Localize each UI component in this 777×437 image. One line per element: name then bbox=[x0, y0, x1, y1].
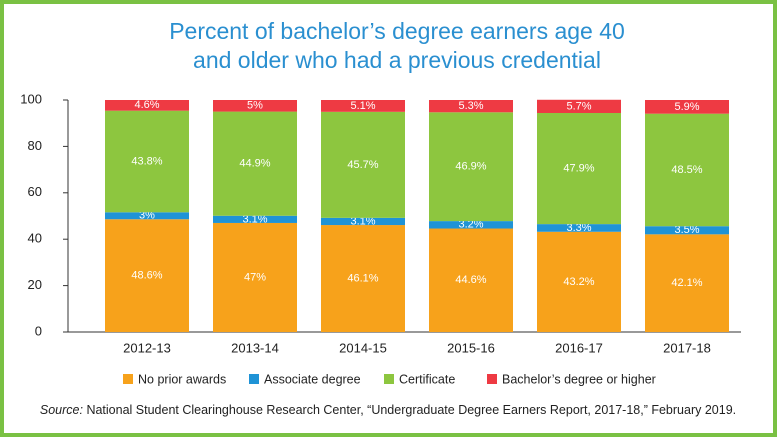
legend-label: No prior awards bbox=[138, 372, 226, 386]
bar-segment bbox=[213, 222, 297, 332]
data-label: 44.6% bbox=[455, 274, 486, 286]
x-tick-label: 2014-15 bbox=[339, 340, 387, 355]
bar-segment bbox=[537, 99, 621, 113]
legend-label: Bachelor’s degree or higher bbox=[502, 372, 656, 386]
x-tick-label: 2013-14 bbox=[231, 340, 279, 355]
y-tick-label: 80 bbox=[28, 138, 42, 153]
data-label: 5.3% bbox=[458, 100, 483, 112]
legend-label: Certificate bbox=[399, 372, 455, 386]
data-label: 44.9% bbox=[239, 158, 270, 170]
source-text: National Student Clearinghouse Research … bbox=[86, 403, 736, 417]
bar-segment bbox=[105, 110, 189, 213]
data-label: 46.9% bbox=[455, 161, 486, 173]
bar-segment bbox=[645, 100, 729, 114]
bar-segment bbox=[321, 217, 405, 226]
data-label: 4.6% bbox=[134, 99, 159, 111]
data-label: 5.9% bbox=[674, 101, 699, 113]
bar-segment bbox=[105, 212, 189, 220]
data-label: 3.5% bbox=[674, 224, 699, 236]
bar-segment bbox=[321, 111, 405, 218]
bar-segment bbox=[213, 215, 297, 223]
data-label: 5% bbox=[247, 100, 263, 112]
legend-swatch bbox=[487, 374, 497, 384]
bar-segment bbox=[429, 228, 513, 332]
y-tick-label: 100 bbox=[20, 91, 42, 106]
data-label: 3.2% bbox=[458, 219, 483, 231]
data-label: 42.1% bbox=[671, 277, 702, 289]
bar-segment bbox=[321, 225, 405, 332]
data-label: 47.9% bbox=[563, 162, 594, 174]
bar-segment bbox=[645, 234, 729, 332]
chart-title: and older who had a previous credential bbox=[193, 47, 601, 73]
y-tick-label: 40 bbox=[28, 231, 42, 246]
source-label: Source: bbox=[40, 403, 83, 417]
data-label: 5.7% bbox=[566, 100, 591, 112]
data-label: 3.1% bbox=[350, 215, 375, 227]
source-note: Source: National Student Clearinghouse R… bbox=[40, 403, 736, 417]
y-tick-label: 0 bbox=[35, 323, 42, 338]
data-label: 43.2% bbox=[563, 276, 594, 288]
bar-segment bbox=[321, 100, 405, 112]
bar-segment bbox=[645, 113, 729, 227]
data-label: 43.8% bbox=[131, 155, 162, 167]
x-tick-label: 2015-16 bbox=[447, 340, 495, 355]
x-tick-label: 2012-13 bbox=[123, 340, 171, 355]
bar-segment bbox=[213, 100, 297, 112]
data-label: 3.3% bbox=[566, 222, 591, 234]
data-label: 48.6% bbox=[131, 270, 162, 282]
bar-segment bbox=[429, 221, 513, 229]
data-label: 3.1% bbox=[242, 213, 267, 225]
bar-segment bbox=[213, 111, 297, 216]
y-tick-label: 20 bbox=[28, 277, 42, 292]
bar-segment bbox=[645, 226, 729, 235]
bar-segment bbox=[105, 100, 189, 111]
chart-title: Percent of bachelor’s degree earners age… bbox=[169, 18, 625, 44]
data-label: 3% bbox=[139, 210, 155, 222]
bar-segment bbox=[429, 112, 513, 222]
data-label: 5.1% bbox=[350, 100, 375, 112]
data-label: 46.1% bbox=[347, 272, 378, 284]
bar-segment bbox=[537, 224, 621, 232]
x-tick-label: 2016-17 bbox=[555, 340, 603, 355]
bar-segment bbox=[537, 112, 621, 225]
bar-segment bbox=[105, 219, 189, 332]
data-label: 48.5% bbox=[671, 164, 702, 176]
legend-label: Associate degree bbox=[264, 372, 361, 386]
x-tick-label: 2017-18 bbox=[663, 340, 711, 355]
legend-swatch bbox=[123, 374, 133, 384]
legend-swatch bbox=[249, 374, 259, 384]
data-label: 45.7% bbox=[347, 159, 378, 171]
data-label: 47% bbox=[244, 271, 266, 283]
bar-segment bbox=[429, 100, 513, 113]
legend-swatch bbox=[384, 374, 394, 384]
y-tick-label: 60 bbox=[28, 184, 42, 199]
bar-segment bbox=[537, 231, 621, 332]
